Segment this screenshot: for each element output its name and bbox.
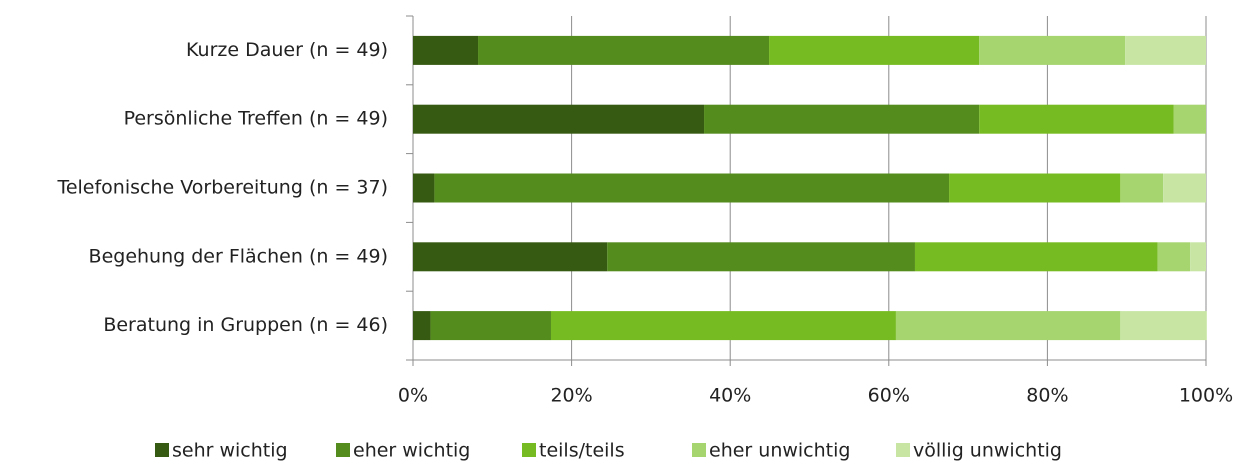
y-tick-label: Persönliche Treffen (n = 49) [124, 108, 388, 130]
legend-swatch [896, 443, 910, 457]
bar-segment [413, 311, 431, 341]
bar-segment [430, 311, 551, 341]
x-tick-label: 20% [550, 385, 592, 407]
bar-segment [1120, 311, 1207, 341]
bar-segment [413, 104, 705, 134]
y-tick-label: Kurze Dauer (n = 49) [186, 39, 388, 61]
bar-segment [979, 104, 1174, 134]
bar-segment [550, 311, 896, 341]
bar-segment [895, 311, 1121, 341]
y-tick-label: Telefonische Vorbereitung (n = 37) [56, 177, 388, 199]
legend-label: völlig unwichtig [913, 440, 1062, 462]
bar-segment [607, 242, 915, 272]
bar-segment [478, 35, 770, 65]
x-tick-label: 60% [868, 385, 910, 407]
bar-segment [769, 35, 980, 65]
x-tick-label: 40% [709, 385, 751, 407]
bar-segment [434, 173, 950, 203]
legend-swatch [336, 443, 350, 457]
legend-label: sehr wichtig [172, 440, 288, 462]
bar-segment [413, 242, 608, 272]
bar-segment [1190, 242, 1206, 272]
legend-label: teils/teils [539, 440, 625, 462]
x-tick-label: 100% [1179, 385, 1233, 407]
bar-segment [979, 35, 1126, 65]
bar-segment [413, 173, 435, 203]
y-tick-label: Beratung in Gruppen (n = 46) [103, 314, 388, 336]
legend-swatch [692, 443, 706, 457]
bar-segment [949, 173, 1121, 203]
bar-segment [1157, 242, 1191, 272]
legend-label: eher unwichtig [709, 440, 850, 462]
bar-segment [1163, 173, 1206, 203]
bar-segment [1173, 104, 1206, 134]
bar-segment [1120, 173, 1164, 203]
bar-segment [914, 242, 1158, 272]
legend-label: eher wichtig [353, 440, 470, 462]
bar-segment [704, 104, 980, 134]
legend-swatch [155, 443, 169, 457]
legend-swatch [522, 443, 536, 457]
bar-segment [413, 35, 479, 65]
bar-segment [1125, 35, 1206, 65]
x-tick-label: 80% [1026, 385, 1068, 407]
x-tick-label: 0% [398, 385, 428, 407]
y-tick-label: Begehung der Flächen (n = 49) [89, 245, 388, 267]
